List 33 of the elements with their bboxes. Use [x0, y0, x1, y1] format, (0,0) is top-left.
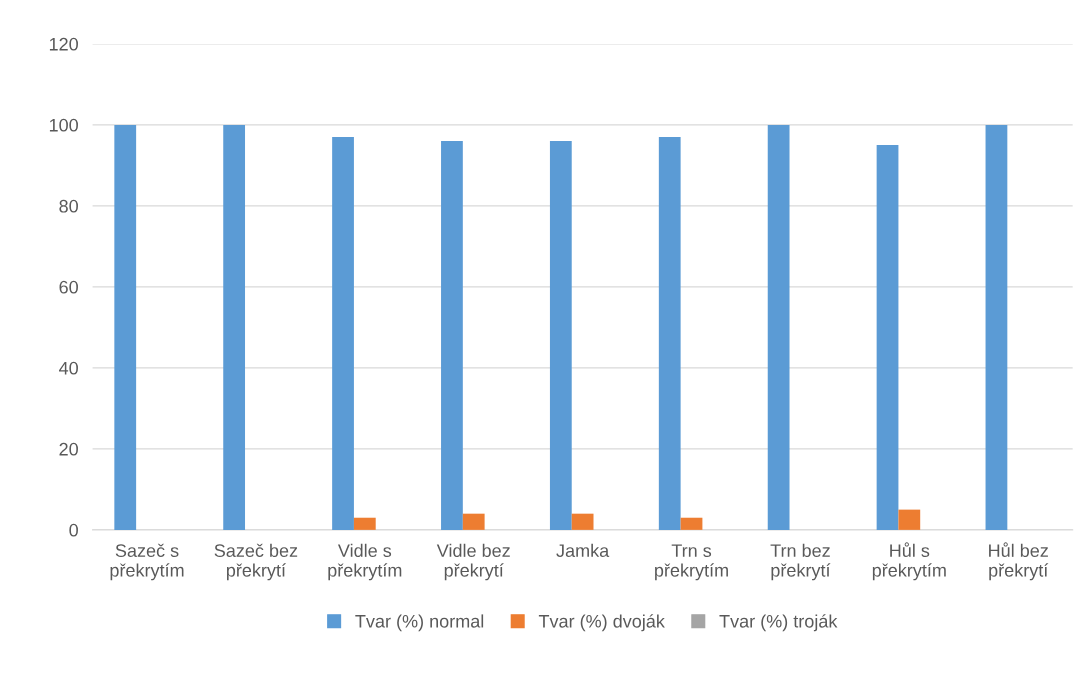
- bar: [985, 124, 1008, 530]
- y-tick-label: 80: [59, 199, 78, 213]
- bar: [114, 124, 137, 530]
- bar: [876, 145, 899, 530]
- legend-label: Tvar (%) dvoják: [538, 614, 665, 632]
- x-tick-label: Hůl s překrytím: [872, 542, 946, 581]
- bar: [441, 141, 463, 530]
- legend-label: Tvar (%) normal: [355, 614, 484, 632]
- bar: [767, 124, 790, 530]
- bar: [658, 137, 681, 530]
- x-tick-label: Jamka: [556, 543, 610, 558]
- x-tick-label: Vidle bez překrytí: [436, 543, 510, 581]
- bar: [571, 513, 594, 530]
- bar: [223, 124, 246, 530]
- bar: [353, 517, 376, 530]
- legend-label: Tvar (%) troják: [719, 614, 838, 632]
- y-tick-label: 60: [59, 280, 78, 294]
- y-tick-label: 40: [59, 361, 78, 375]
- y-tick-label: 120: [49, 37, 78, 51]
- bar: [680, 517, 703, 530]
- y-tick-label: 20: [59, 442, 78, 456]
- bar: [332, 137, 354, 530]
- x-tick-label: Sazeč s překrytím: [110, 543, 184, 581]
- x-tick-label: Trn s překrytím: [655, 544, 728, 581]
- bar: [898, 509, 921, 530]
- bar: [549, 141, 572, 530]
- y-tick-label: 100: [49, 118, 78, 132]
- x-tick-label: Vidle s překrytím: [328, 543, 402, 581]
- x-tick-label: Sazeč bez překrytí: [214, 543, 298, 581]
- x-tick-label: Trn bez překrytí: [770, 543, 831, 581]
- y-tick-label: 0: [69, 523, 78, 537]
- bar: [462, 513, 485, 530]
- x-tick-label: Hůl bez překrytí: [989, 542, 1049, 581]
